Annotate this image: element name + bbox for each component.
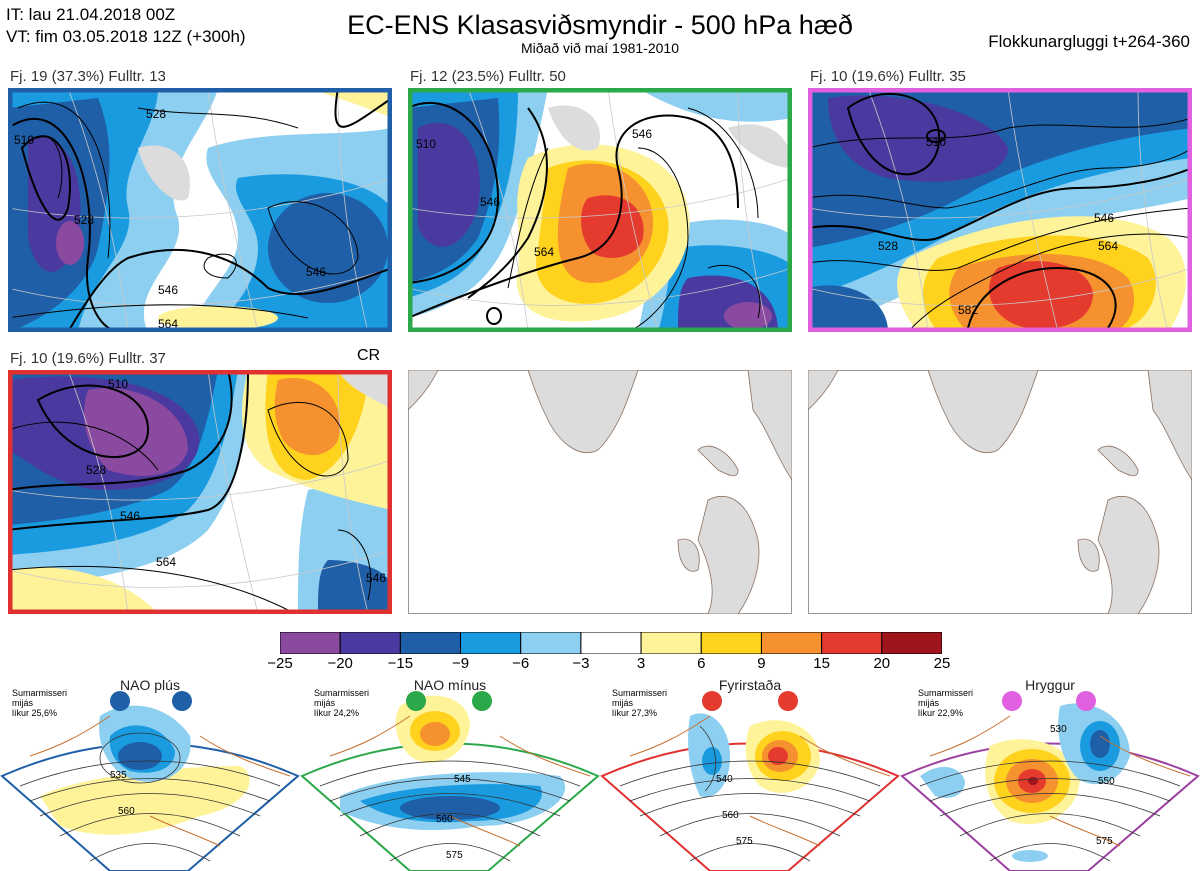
greenland-shape [527, 370, 639, 453]
colorbar-svg [279, 631, 943, 655]
regime-ridge: 530 550 575 [900, 691, 1200, 871]
colorbar [279, 631, 943, 655]
contour-label: 564 [534, 245, 554, 259]
colorbar-swatch [881, 631, 943, 655]
empty-map-panel-6 [808, 370, 1192, 614]
ireland-shape [1077, 538, 1100, 572]
regime-nao-minus: 545 560 575 [300, 691, 600, 871]
regime-contour-label: 560 [436, 814, 453, 825]
panel-2-label: Fj. 12 (23.5%) Fulltr. 50 [410, 68, 566, 85]
contour-label: 546 [306, 265, 326, 279]
contour-label: 564 [156, 555, 176, 569]
contour-label: 546 [632, 127, 652, 141]
colorbar-tick-label: −6 [512, 655, 530, 672]
regime-name-ridge: Hryggur [1025, 677, 1075, 693]
classification-window: Flokkunargluggi t+264-360 [988, 32, 1190, 51]
colorbar-tick-label: 15 [813, 655, 830, 672]
colorbar-tick-label: 20 [873, 655, 891, 672]
contour-label: 546 [480, 195, 500, 209]
regime-info-ridge: Sumarmisseri mijás líkur 22,9% [918, 688, 974, 718]
regime-name-nao-plus: NAO plús [120, 677, 180, 693]
britain-shape [697, 496, 760, 614]
panel-3-label: Fj. 10 (19.6%) Fulltr. 35 [810, 68, 966, 85]
colorbar-swatch [640, 631, 702, 655]
colorbar-swatch [580, 631, 642, 655]
contour-label: 546 [1094, 211, 1114, 225]
colorbar-tick-label: −15 [387, 655, 414, 672]
colorbar-tick-label: 3 [636, 655, 646, 672]
valid-time: VT: fim 03.05.2018 12Z (+300h) [6, 27, 246, 46]
colorbar-tick-label: −25 [267, 655, 293, 672]
regime-contour-label: 575 [446, 850, 463, 861]
colorbar-swatch [821, 631, 883, 655]
map-panel-2: 510 546 546 564 [408, 88, 792, 332]
regime-contour-label: 560 [722, 810, 739, 821]
colorbar-tick-label: 9 [757, 655, 766, 672]
canada-shape [408, 370, 439, 411]
empty-map-panel-5 [408, 370, 792, 614]
colorbar-tick-label: 25 [933, 655, 951, 672]
regime-info-blocking: Sumarmisseri mijás líkur 27,3% [612, 688, 668, 718]
scandinavia-shape [747, 370, 792, 481]
iceland-shape [697, 445, 739, 477]
page-subtitle: Miðað við maí 1981-2010 [521, 40, 679, 56]
colorbar-tick-label: 6 [697, 655, 706, 672]
regime-name-nao-minus: NAO mínus [413, 677, 487, 693]
regime-nao-plus: 535 560 [0, 691, 300, 871]
regime-contour-label: 575 [1096, 836, 1113, 847]
scandinavia-shape [1147, 370, 1192, 481]
regime-panels: 535 560 545 560 575 [0, 691, 1200, 871]
contour-label: 582 [958, 303, 978, 317]
regime-contour-label: 530 [1050, 724, 1067, 735]
contour-label: 510 [108, 377, 128, 391]
contour-label: 528 [74, 213, 94, 227]
regime-blocking: 540 560 575 [600, 691, 900, 871]
colorbar-swatch [520, 631, 582, 655]
greenland-shape [927, 370, 1039, 453]
colorbar-tick-label: −9 [451, 655, 470, 672]
regime-contour-label: 535 [110, 770, 127, 781]
colorbar-swatch [460, 631, 522, 655]
colorbar-tick-label: −3 [572, 655, 590, 672]
regime-contour-label: 540 [716, 774, 733, 785]
regime-name-blocking: Fyrirstaða [718, 677, 782, 693]
panel-1-label: Fj. 19 (37.3%) Fulltr. 13 [10, 68, 166, 85]
canada-shape [808, 370, 839, 411]
colorbar-swatch [760, 631, 823, 655]
contour-label: 528 [146, 107, 166, 121]
panel-4-tag: CR [357, 347, 381, 364]
regime-contour-label: 575 [736, 836, 753, 847]
contour-label: 528 [86, 463, 106, 477]
regime-info-nao-minus: Sumarmisseri mijás líkur 24,2% [314, 688, 370, 718]
panel-4-label: Fj. 10 (19.6%) Fulltr. 37 [10, 350, 166, 367]
colorbar-swatch [399, 631, 462, 655]
colorbar-tick-label: −20 [327, 655, 353, 672]
iceland-shape [1097, 445, 1139, 477]
regime-contour-label: 545 [454, 774, 471, 785]
ireland-shape [677, 538, 700, 572]
contour-label: 528 [878, 239, 898, 253]
britain-shape [1097, 496, 1160, 614]
colorbar-swatch [339, 631, 401, 655]
colorbar-swatch [700, 631, 762, 655]
contour-label: 546 [158, 283, 178, 297]
initial-time: IT: lau 21.04.2018 00Z [6, 5, 176, 24]
contour-label: 546 [120, 509, 140, 523]
map-panel-1: 510 528 528 546 546 564 [8, 88, 392, 332]
page-title: EC-ENS Klasasviðsmyndir - 500 hPa hæð [347, 10, 853, 40]
header-info: IT: lau 21.04.2018 00Z VT: fim 03.05.201… [6, 4, 246, 48]
colorbar-ticks: −25 −20 −15 −9 −6 −3 3 6 9 15 20 25 [267, 654, 950, 674]
regime-info-nao-plus: Sumarmisseri mijás líkur 25,6% [12, 688, 68, 718]
regime-contour-label: 560 [118, 806, 135, 817]
map-panel-4: 510 528 546 564 546 [8, 370, 392, 614]
map-panel-3: 510 528 546 564 582 [808, 88, 1192, 332]
regime-contour-label: 550 [1098, 776, 1115, 787]
colorbar-swatch [279, 631, 341, 655]
contour-label: 510 [416, 137, 436, 151]
contour-label: 546 [366, 571, 386, 585]
contour-label: 564 [1098, 239, 1118, 253]
contour-label: 510 [926, 135, 946, 149]
contour-label: 510 [14, 133, 34, 147]
